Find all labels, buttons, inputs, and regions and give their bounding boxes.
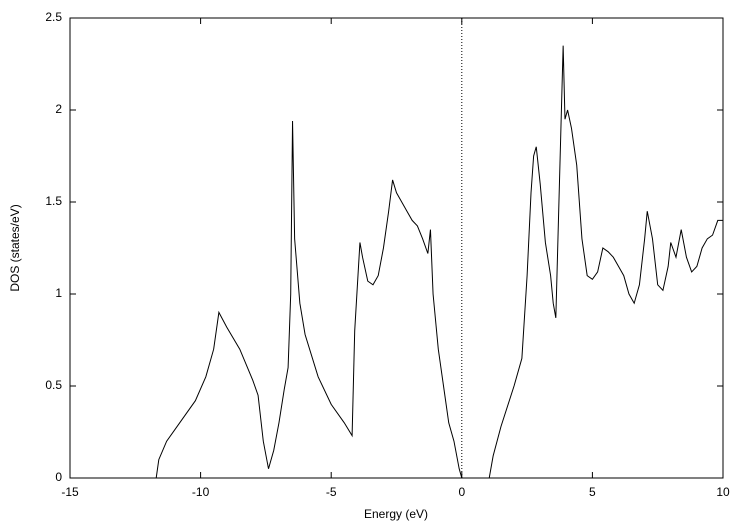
x-tick-label: -10 — [192, 485, 210, 499]
y-tick-label: 1 — [55, 286, 62, 300]
x-axis-label: Energy (eV) — [364, 507, 428, 521]
x-tick-label: 0 — [458, 485, 465, 499]
y-tick-label: 2.5 — [45, 10, 62, 24]
x-tick-label: 5 — [589, 485, 596, 499]
y-tick-label: 0.5 — [45, 378, 62, 392]
plot-frame — [69, 17, 724, 479]
x-tick-label: -15 — [61, 485, 79, 499]
y-tick-label: 1.5 — [45, 194, 62, 208]
x-tick-label: 10 — [716, 485, 730, 499]
x-tick-label: -5 — [326, 485, 337, 499]
y-tick-label: 0 — [55, 470, 62, 484]
y-tick-label: 2 — [55, 102, 62, 116]
y-axis-label: DOS (states/eV) — [8, 204, 22, 291]
dos-line — [155, 45, 723, 479]
